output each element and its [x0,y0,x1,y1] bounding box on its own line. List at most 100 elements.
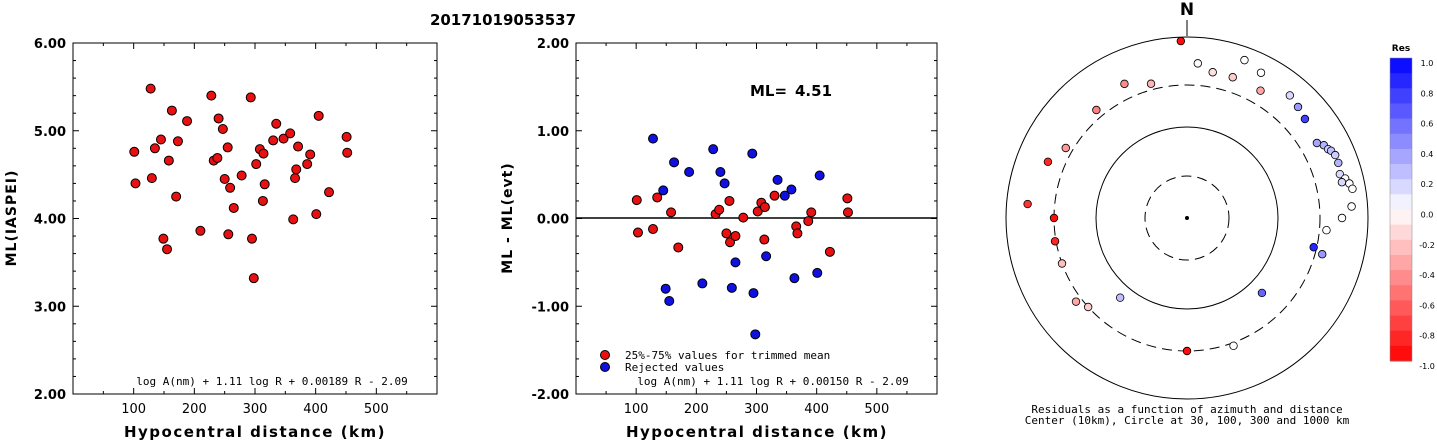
middle-y-tick-label: 2.00 [537,37,569,52]
station-point [1057,259,1067,268]
colorbar-frame [1389,57,1413,362]
rejected-point [761,251,772,262]
middle-y-tick-label: 0.00 [537,213,569,228]
colorbar-cell [1390,164,1412,180]
station-point [1043,157,1053,167]
station-point [1193,59,1203,68]
station-point [1334,158,1343,168]
data-point [285,128,296,139]
middle-x-tick-label: 400 [804,402,829,417]
station-point [1083,302,1093,312]
station-point [1293,102,1303,112]
legend-trimmed-marker [600,350,610,360]
station-point [1256,86,1265,95]
data-point [146,173,157,184]
left-panel: 100 200 300 400 500 2.00 3.00 4.00 5.00 6.00 Hypo… [4,37,438,441]
data-point [163,155,174,166]
rejected-point [748,288,759,299]
middle-x-tick-label: 500 [864,402,889,417]
station-point [1023,199,1032,209]
ring-100km [1095,126,1279,310]
left-x-tick-label: 100 [121,402,146,417]
left-y-tick-label: 4.00 [34,213,66,228]
colorbar-cell [1390,179,1412,195]
trimmed-point [666,207,677,218]
station-point [1229,341,1238,350]
colorbar-label: 0.0 [1421,211,1434,220]
data-point [305,149,316,160]
colorbar-cell [1390,209,1412,226]
colorbar-labels: 1.0 0.8 0.6 0.4 0.2 0.0 -0.2 -0.4 -0.6 -0.8 -1.0 [1419,59,1435,371]
station-point [1228,73,1237,82]
colorbar-label: -0.8 [1419,332,1435,341]
trimmed-point [752,206,763,217]
left-x-tick-label: 300 [243,402,268,417]
middle-y-tick-label: 1.00 [537,125,569,140]
station-point [1208,68,1217,77]
trimmed-point [738,212,749,223]
colorbar-cell [1390,285,1412,301]
station-point [1049,213,1059,223]
data-point [341,131,352,142]
data-point [324,187,335,198]
north-label: N [1180,0,1194,20]
trimmed-point [806,207,817,218]
data-point [195,225,206,236]
rejected-point [812,267,823,278]
left-data-points [129,83,353,284]
data-point [219,174,230,185]
station-point [1146,79,1156,88]
rejected-point [786,184,797,195]
rejected-point [648,133,659,144]
data-point [293,141,304,152]
left-formula: log A(nm) + 1.11 log R + 0.00189 R - 2.0… [136,375,408,388]
legend-rejected-marker [600,362,610,372]
polar-station-points [1023,36,1357,356]
station-point [1120,79,1129,89]
data-point [213,113,224,124]
data-point [149,143,160,154]
station-point [1322,226,1331,235]
station-point [1071,297,1081,306]
middle-formula: log A(nm) + 1.11 log R + 0.00150 R - 2.0… [637,375,909,388]
station-point [1348,184,1357,194]
left-y-tick-label: 6.00 [34,37,66,52]
ring-1000km [1005,36,1369,400]
colorbar-title: Res [1392,44,1410,54]
data-point [302,159,313,170]
rejected-point [772,174,783,185]
data-point [288,214,299,225]
data-point [278,133,289,144]
middle-x-axis-label: Hypocentral distance (km) [626,423,888,441]
rejected-point [719,178,730,189]
data-point [158,233,169,244]
rejected-point [726,282,737,293]
middle-x-tick-label: 300 [744,402,769,417]
station-point [1061,143,1070,153]
station-point [1331,150,1340,160]
colorbar-label: -1.0 [1419,362,1435,371]
trimmed-point [725,237,736,248]
data-point [166,105,177,116]
colorbar-label: 0.4 [1421,150,1434,159]
colorbar-label: 0.8 [1421,89,1434,98]
left-x-tick-label: 400 [303,402,328,417]
colorbar-cell [1390,133,1412,150]
station-point [1337,213,1347,223]
trimmed-point [759,202,770,213]
station-point [1240,55,1249,65]
station-point [1176,36,1186,46]
rejected-point [750,329,761,340]
colorbar-cell [1390,224,1412,241]
trimmed-point [632,227,643,238]
trimmed-point [730,231,741,242]
station-point [1337,178,1347,187]
colorbar-cell [1390,345,1412,362]
colorbar-cell [1390,330,1412,347]
legend-trimmed-label: 25%-75% values for trimmed mean [625,349,830,362]
station-point [1309,243,1318,252]
rejected-point [658,185,669,196]
data-point [268,135,279,146]
middle-legend: 25%-75% values for trimmed mean Rejected… [600,349,830,374]
